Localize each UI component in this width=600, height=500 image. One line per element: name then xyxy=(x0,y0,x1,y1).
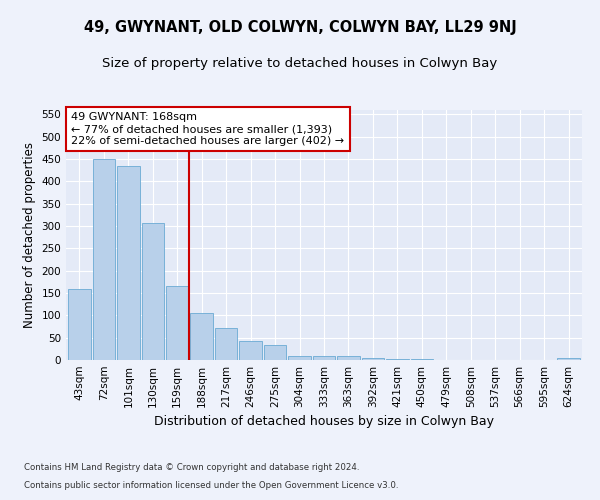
Bar xyxy=(264,346,286,360)
Text: 49 GWYNANT: 168sqm
← 77% of detached houses are smaller (1,393)
22% of semi-deta: 49 GWYNANT: 168sqm ← 77% of detached hou… xyxy=(71,112,344,146)
Bar xyxy=(288,356,311,360)
Bar xyxy=(313,356,335,360)
Bar xyxy=(142,222,164,360)
Bar xyxy=(166,286,188,360)
Bar xyxy=(410,359,433,360)
Bar xyxy=(190,313,213,360)
Bar xyxy=(92,159,115,360)
Bar xyxy=(337,356,360,360)
Text: Contains public sector information licensed under the Open Government Licence v3: Contains public sector information licen… xyxy=(24,481,398,490)
Bar xyxy=(68,288,91,360)
X-axis label: Distribution of detached houses by size in Colwyn Bay: Distribution of detached houses by size … xyxy=(154,416,494,428)
Text: Contains HM Land Registry data © Crown copyright and database right 2024.: Contains HM Land Registry data © Crown c… xyxy=(24,464,359,472)
Y-axis label: Number of detached properties: Number of detached properties xyxy=(23,142,36,328)
Bar xyxy=(215,328,238,360)
Bar xyxy=(386,358,409,360)
Text: 49, GWYNANT, OLD COLWYN, COLWYN BAY, LL29 9NJ: 49, GWYNANT, OLD COLWYN, COLWYN BAY, LL2… xyxy=(83,20,517,35)
Bar xyxy=(239,341,262,360)
Bar xyxy=(362,358,384,360)
Bar xyxy=(557,358,580,360)
Text: Size of property relative to detached houses in Colwyn Bay: Size of property relative to detached ho… xyxy=(103,58,497,70)
Bar xyxy=(117,166,140,360)
